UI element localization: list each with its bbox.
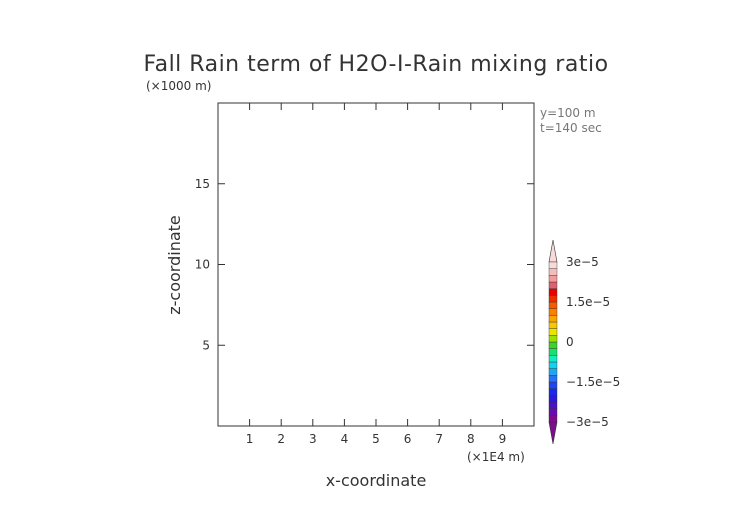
colorbar-swatch	[548, 401, 558, 409]
plot-area	[217, 102, 535, 427]
colorbar-swatch	[548, 341, 558, 349]
y-axis: 5 10 15	[195, 177, 534, 352]
x-axis: 1 2 3 4 5 6 7 8 9	[246, 103, 506, 446]
y-axis-label: z-coordinate	[165, 215, 184, 315]
colorbar-swatch	[548, 328, 558, 336]
y-tick-label: 10	[195, 258, 210, 272]
colorbar-swatch	[548, 295, 558, 303]
colorbar-extend-low	[548, 421, 558, 445]
colorbar-tick-label: 0	[566, 335, 574, 349]
x-scale-label: (×1E4 m)	[467, 450, 525, 464]
colorbar-swatch	[548, 268, 558, 276]
colorbar-tick-label: 3e−5	[566, 255, 599, 269]
plot-frame	[217, 102, 535, 427]
colorbar-swatch	[548, 375, 558, 383]
colorbar: 3e−5 1.5e−5 0 −1.5e−5 −3e−5	[548, 239, 620, 445]
x-tick-label: 2	[277, 432, 285, 446]
colorbar-swatch	[548, 395, 558, 403]
colorbar-swatch	[548, 388, 558, 396]
colorbar-swatch	[548, 275, 558, 283]
colorbar-extend-high	[548, 239, 558, 263]
colorbar-tick-label: −3e−5	[566, 415, 609, 429]
annotation-t: t=140 sec	[540, 121, 602, 135]
colorbar-tick-label: 1.5e−5	[566, 295, 610, 309]
x-tick-label: 6	[404, 432, 412, 446]
x-tick-label: 7	[435, 432, 443, 446]
colorbar-swatch	[548, 348, 558, 356]
colorbar-swatch	[548, 288, 558, 296]
colorbar-swatch	[548, 415, 558, 423]
colorbar-swatch	[548, 408, 558, 416]
x-tick-label: 9	[499, 432, 507, 446]
colorbar-swatch	[548, 361, 558, 369]
colorbar-swatch	[548, 335, 558, 343]
colorbar-swatch	[548, 308, 558, 316]
y-scale-label: (×1000 m)	[146, 79, 211, 93]
colorbar-swatch	[548, 321, 558, 329]
colorbar-swatch	[548, 355, 558, 363]
y-tick-label: 15	[195, 177, 210, 191]
y-tick-label: 5	[202, 338, 210, 352]
colorbar-swatch	[548, 315, 558, 323]
x-tick-label: 3	[309, 432, 317, 446]
colorbar-tick-label: −1.5e−5	[566, 375, 620, 389]
annotation-y: y=100 m	[540, 106, 596, 120]
colorbar-swatch	[548, 368, 558, 376]
x-tick-label: 5	[372, 432, 380, 446]
x-axis-label: x-coordinate	[326, 471, 427, 490]
x-tick-label: 8	[467, 432, 475, 446]
chart-title: Fall Rain term of H2O-I-Rain mixing rati…	[143, 52, 608, 77]
colorbar-swatch	[548, 301, 558, 309]
x-tick-label: 1	[246, 432, 254, 446]
colorbar-swatch	[548, 381, 558, 389]
x-tick-label: 4	[341, 432, 349, 446]
colorbar-swatch	[548, 281, 558, 289]
colorbar-swatch	[548, 261, 558, 269]
